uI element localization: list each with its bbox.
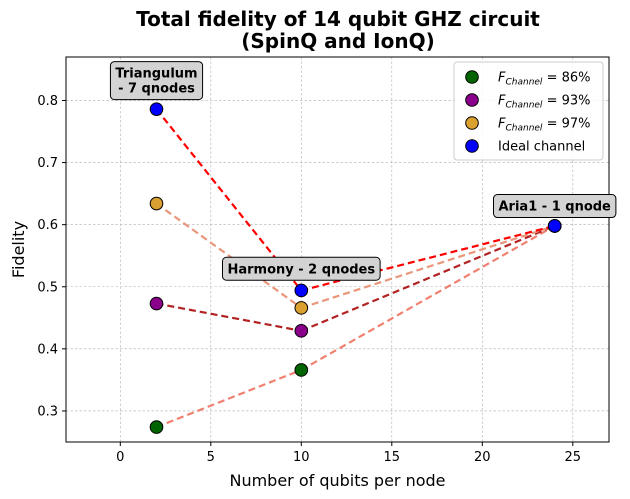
connector-line	[300, 224, 556, 371]
legend-marker	[465, 93, 479, 107]
annotation-background	[221, 256, 381, 281]
x-tick-label: 10	[293, 450, 310, 465]
y-tick-label: 0.4	[37, 342, 58, 357]
y-tick-label: 0.8	[37, 94, 58, 109]
data-point	[149, 420, 164, 434]
y-tick-label: 0.7	[37, 156, 58, 171]
legend-label: FChannel = 86%	[498, 71, 591, 88]
y-tick-label: 0.6	[37, 218, 58, 233]
annotation-text: - 7 qnodes	[118, 82, 195, 97]
annotation-text: Harmony - 2 qnodes	[227, 262, 375, 277]
x-axis-label: Number of qubits per node	[229, 471, 445, 490]
legend: FChannel = 86% FChannel = 93% FChannel = 9…	[453, 61, 604, 161]
data-point	[294, 283, 309, 298]
x-tick-label: 25	[565, 450, 582, 465]
x-tick-label: 15	[384, 450, 401, 465]
data-points	[149, 102, 562, 434]
legend-marker	[465, 139, 479, 153]
data-point	[294, 324, 309, 338]
data-point	[294, 363, 309, 377]
connector-line	[156, 302, 302, 332]
y-tick-label: 0.5	[37, 280, 58, 295]
y-tick-label: 0.3	[37, 404, 58, 419]
annotation-box: Triangulum- 7 qnodes	[109, 61, 204, 101]
annotation-text: Triangulum	[115, 67, 197, 82]
legend-frame	[453, 61, 604, 161]
annotation-background	[109, 61, 204, 101]
data-point	[547, 219, 562, 233]
connector-line	[300, 224, 556, 309]
annotation-background	[493, 194, 617, 219]
x-tick-label: 5	[207, 450, 215, 465]
connector-line	[300, 224, 556, 332]
chart-title-line-1: (SpinQ and IonQ)	[241, 29, 435, 53]
connector-line	[155, 202, 302, 309]
chart-title: Total fidelity of 14 qubit GHZ circuit(S…	[136, 7, 540, 53]
x-tick-label: 20	[474, 450, 491, 465]
plot-frame	[65, 56, 610, 443]
connector-line	[156, 368, 302, 429]
data-point	[149, 102, 164, 116]
data-point	[294, 301, 309, 315]
annotation-box: Harmony - 2 qnodes	[221, 256, 381, 281]
y-axis-label: Fidelity	[9, 221, 28, 278]
legend-marker	[465, 70, 479, 84]
data-point	[149, 296, 164, 311]
legend-marker	[465, 116, 479, 130]
data-point	[149, 196, 164, 211]
legend-label: FChannel = 93%	[498, 94, 591, 111]
legend-label: Ideal channel	[498, 140, 585, 155]
annotation-text: Aria1 - 1 qnode	[499, 200, 612, 215]
legend-label: FChannel = 97%	[498, 117, 591, 134]
annotations: Triangulum- 7 qnodes Harmony - 2 qnodes Ar…	[109, 61, 617, 281]
annotation-box: Aria1 - 1 qnode	[493, 194, 617, 219]
chart-title-line-0: Total fidelity of 14 qubit GHZ circuit	[136, 7, 540, 31]
x-tick-label: 0	[116, 450, 124, 465]
axis-ticks: 0 5 10 15 20 25 0.3 0.4 0.5 0.6 0.7 0.8	[37, 94, 581, 465]
